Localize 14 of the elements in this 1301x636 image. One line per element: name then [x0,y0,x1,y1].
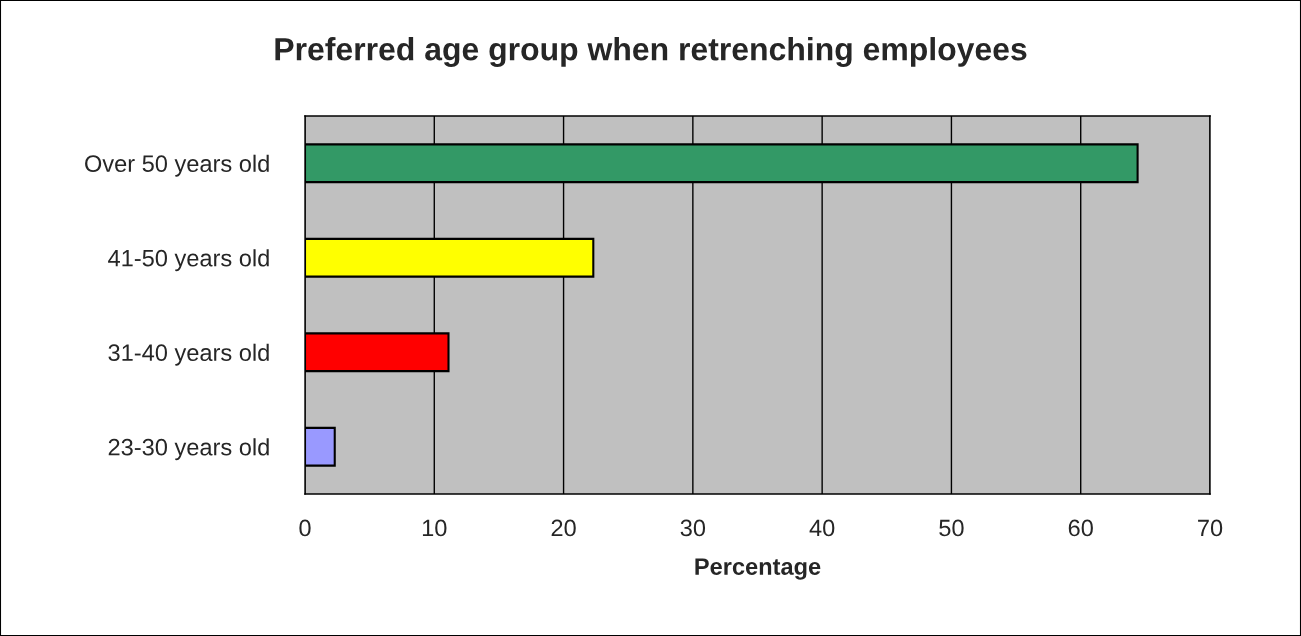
x-tick-label: 20 [551,519,576,537]
x-tick-label: 70 [1198,519,1223,537]
x-tick-label: 50 [939,519,964,537]
x-tick-label: 30 [680,519,706,537]
chart-title: Preferred age group when retrenching employees [275,37,1027,67]
y-tick-label: 23-30 years old [108,438,269,461]
y-tick-label: 41-50 years old [108,249,269,272]
x-tick-label: 40 [809,519,835,537]
y-tick-label: Over 50 years old [85,154,269,177]
x-tick-label: 10 [422,519,447,537]
x-axis-title: Percentage [695,558,821,580]
x-tick-label: 60 [1068,519,1093,537]
y-tick-label: 31-40 years old [108,343,269,366]
x-tick-label: 0 [299,519,311,537]
